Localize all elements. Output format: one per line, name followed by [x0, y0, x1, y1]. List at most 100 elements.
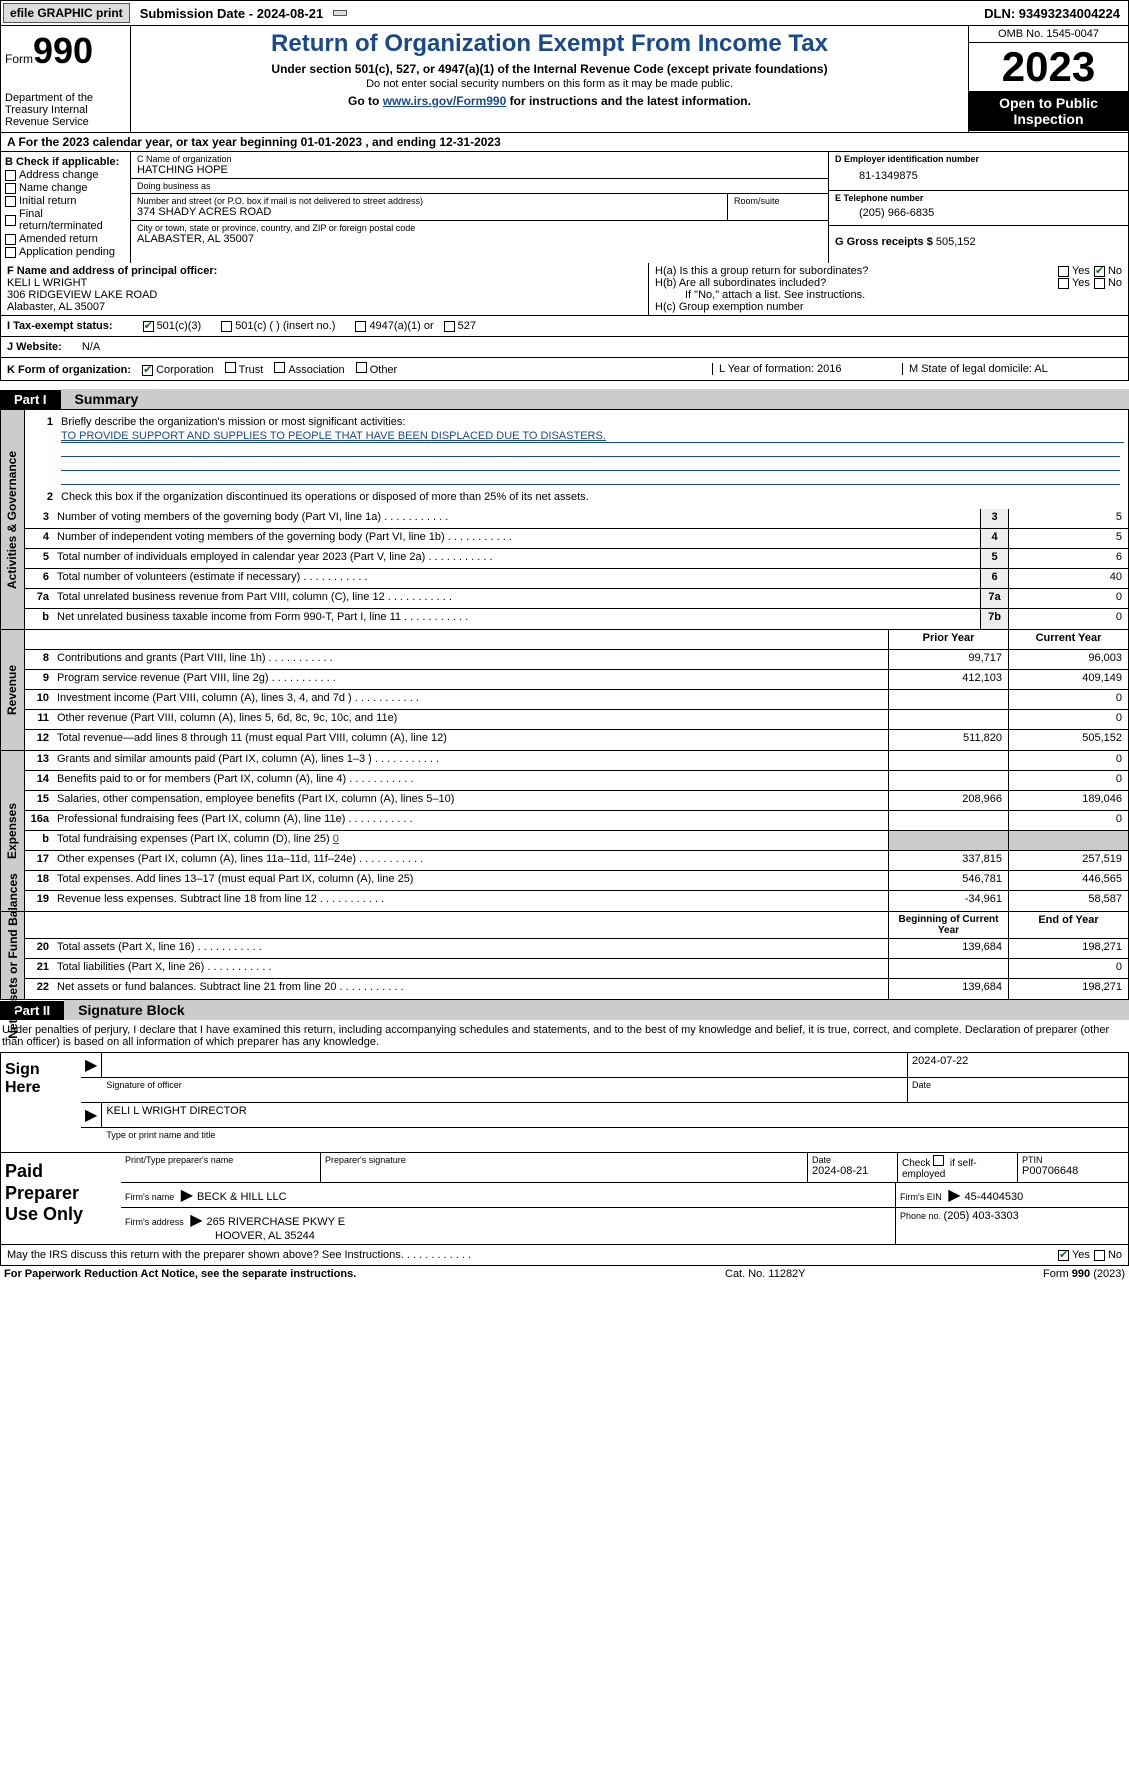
submission-date: Submission Date - 2024-08-21: [132, 4, 332, 23]
spacer-button: [333, 10, 347, 16]
chk-trust[interactable]: [225, 362, 236, 373]
line-5-val: 6: [1008, 549, 1128, 568]
line-6-num: 6: [25, 569, 53, 588]
chk-501c[interactable]: [221, 321, 232, 332]
line-8-text: Contributions and grants (Part VIII, lin…: [53, 650, 888, 669]
prep-date-val: 2024-08-21: [812, 1165, 893, 1177]
top-bar: efile GRAPHIC print Submission Date - 20…: [0, 0, 1129, 26]
line-19-text: Revenue less expenses. Subtract line 18 …: [53, 891, 888, 911]
chk-amended[interactable]: [5, 234, 16, 245]
lbl-4947: 4947(a)(1) or: [369, 320, 433, 332]
line-20-curr: 198,271: [1008, 939, 1128, 958]
line-15-num: 15: [25, 791, 53, 810]
open-to-public: Open to Public Inspection: [969, 91, 1128, 131]
street-label: Number and street (or P.O. box if mail i…: [137, 196, 721, 206]
chk-name-change[interactable]: [5, 183, 16, 194]
chk-hb-no[interactable]: [1094, 278, 1105, 289]
chk-self-employed[interactable]: [933, 1155, 944, 1166]
tax-status-label: I Tax-exempt status:: [7, 320, 113, 332]
box-b: B Check if applicable: Address change Na…: [1, 152, 131, 263]
box-k: K Form of organization: Corporation Trus…: [7, 362, 712, 376]
k-label: K Form of organization:: [7, 364, 131, 376]
arrow-icon-1: ▶: [81, 1053, 102, 1077]
discuss-row: May the IRS discuss this return with the…: [0, 1245, 1129, 1266]
firm-ein-label: Firm's EIN: [900, 1192, 944, 1202]
line-16b-curr: [1008, 831, 1128, 850]
box-l: L Year of formation: 2016: [712, 363, 902, 375]
prep-name-label: Print/Type preparer's name: [125, 1155, 316, 1165]
chk-hb-yes[interactable]: [1058, 278, 1069, 289]
line-14-text: Benefits paid to or for members (Part IX…: [53, 771, 888, 790]
chk-corp[interactable]: [142, 365, 153, 376]
chk-ha-no[interactable]: [1094, 266, 1105, 277]
arrow-icon-5: ▶: [186, 1212, 206, 1229]
form-number: 990: [33, 30, 93, 71]
prep-date-label: Date: [812, 1155, 893, 1165]
line-18-curr: 446,565: [1008, 871, 1128, 890]
arrow-icon-3: ▶: [177, 1187, 197, 1204]
line-15-prior: 208,966: [888, 791, 1008, 810]
box-c: C Name of organization HATCHING HOPE Doi…: [131, 152, 828, 263]
line-6-box: 6: [980, 569, 1008, 588]
chk-final-return[interactable]: [5, 215, 16, 226]
side-revenue: Revenue: [1, 630, 25, 750]
chk-discuss-no[interactable]: [1094, 1250, 1105, 1261]
form-word: Form: [5, 52, 33, 66]
street-value: 374 SHADY ACRES ROAD: [137, 206, 721, 218]
gross-receipts-value: 505,152: [936, 236, 976, 248]
row-klm: K Form of organization: Corporation Trus…: [0, 358, 1129, 381]
chk-527[interactable]: [444, 321, 455, 332]
chk-4947[interactable]: [355, 321, 366, 332]
irs-link[interactable]: www.irs.gov/Form990: [383, 94, 507, 108]
line-17-num: 17: [25, 851, 53, 870]
blank-line-2: [61, 457, 1120, 471]
hdr-prior-year: Prior Year: [888, 630, 1008, 649]
side-net-assets: Net Assets or Fund Balances: [1, 912, 25, 999]
hdr-begin-year: Beginning of Current Year: [888, 912, 1008, 938]
chk-501c3[interactable]: [143, 321, 154, 332]
line-8-num: 8: [25, 650, 53, 669]
firm-phone-label: Phone no.: [900, 1211, 944, 1221]
line-6-text: Total number of volunteers (estimate if …: [53, 569, 980, 588]
chk-assoc[interactable]: [274, 362, 285, 373]
line-3-box: 3: [980, 509, 1008, 528]
line-16a-text: Professional fundraising fees (Part IX, …: [53, 811, 888, 830]
efile-print-button[interactable]: efile GRAPHIC print: [3, 3, 130, 23]
prep-sig-label: Preparer's signature: [325, 1155, 803, 1165]
chk-initial-return[interactable]: [5, 196, 16, 207]
chk-ha-yes[interactable]: [1058, 266, 1069, 277]
line-10-curr: 0: [1008, 690, 1128, 709]
box-m: M State of legal domicile: AL: [902, 363, 1122, 375]
line-3-num: 3: [25, 509, 53, 528]
fundraising-link[interactable]: 0: [333, 833, 339, 845]
chk-other[interactable]: [356, 362, 367, 373]
hb-label: H(b) Are all subordinates included?: [655, 277, 1054, 289]
lbl-yes-2: Yes: [1072, 277, 1090, 289]
sig-date-label: Date: [908, 1078, 1128, 1102]
tax-year: 2023: [969, 43, 1128, 91]
line-13-text: Grants and similar amounts paid (Part IX…: [53, 751, 888, 770]
line-9-num: 9: [25, 670, 53, 689]
chk-discuss-yes[interactable]: [1058, 1250, 1069, 1261]
line-13-curr: 0: [1008, 751, 1128, 770]
officer-addr2: Alabaster, AL 35007: [7, 301, 642, 313]
goto-suffix: for instructions and the latest informat…: [506, 94, 751, 108]
form-footer: Form 990 (2023): [925, 1268, 1125, 1280]
dba-label: Doing business as: [137, 181, 822, 191]
line-9-curr: 409,149: [1008, 670, 1128, 689]
line-12-text: Total revenue—add lines 8 through 11 (mu…: [53, 730, 888, 750]
chk-app-pending[interactable]: [5, 247, 16, 258]
line-11-text: Other revenue (Part VIII, column (A), li…: [53, 710, 888, 729]
line-10-prior: [888, 690, 1008, 709]
arrow-icon-4: ▶: [944, 1187, 964, 1204]
firm-name: BECK & HILL LLC: [197, 1191, 286, 1203]
line-16a-num: 16a: [25, 811, 53, 830]
line-5-box: 5: [980, 549, 1008, 568]
department: Department of the Treasury Internal Reve…: [5, 92, 126, 128]
chk-address-change[interactable]: [5, 170, 16, 181]
line-19-curr: 58,587: [1008, 891, 1128, 911]
part-2-title: Signature Block: [64, 1000, 1129, 1020]
part-1-tag: Part I: [0, 390, 61, 409]
line-6-val: 40: [1008, 569, 1128, 588]
hc-label: H(c) Group exemption number: [655, 301, 1122, 313]
